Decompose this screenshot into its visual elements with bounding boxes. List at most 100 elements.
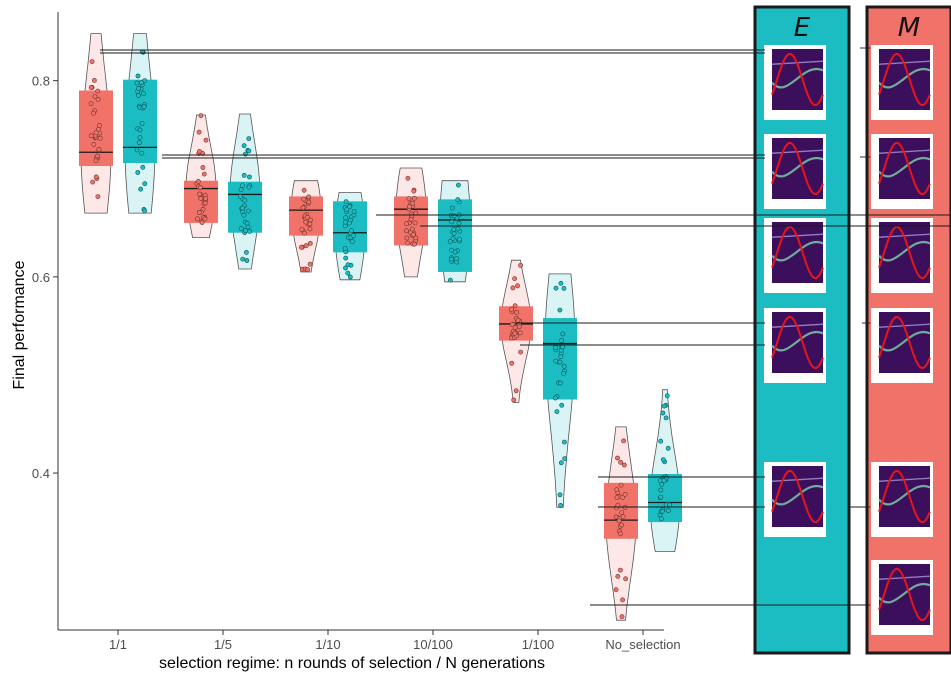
data-point xyxy=(300,205,306,211)
data-point xyxy=(447,277,453,283)
data-point xyxy=(615,574,621,579)
data-point xyxy=(241,172,247,178)
data-point xyxy=(91,110,96,116)
data-point xyxy=(138,186,144,192)
data-point xyxy=(614,494,620,500)
data-point xyxy=(301,187,307,193)
data-point xyxy=(244,258,250,263)
data-point xyxy=(135,170,141,175)
data-point xyxy=(247,228,253,234)
data-point xyxy=(194,216,200,222)
data-point xyxy=(343,215,348,221)
data-point xyxy=(659,516,664,522)
data-point xyxy=(407,204,412,209)
group-1-1-series-1 xyxy=(79,33,113,214)
group-no-selection-series-1 xyxy=(604,426,638,621)
x-axis-title: selection regime: n rounds of selection … xyxy=(159,655,545,672)
data-point xyxy=(404,221,409,227)
data-point xyxy=(243,228,248,234)
data-point xyxy=(238,226,244,232)
data-point xyxy=(196,210,202,215)
data-point xyxy=(198,113,204,118)
data-point xyxy=(411,195,417,201)
data-point xyxy=(95,96,101,102)
data-point xyxy=(307,240,313,246)
thumbnail-band xyxy=(771,156,824,178)
data-point xyxy=(618,459,623,465)
data-point xyxy=(136,140,142,145)
data-point xyxy=(558,502,563,508)
data-point xyxy=(136,85,141,91)
data-point xyxy=(412,220,418,226)
data-point xyxy=(664,393,670,399)
data-point xyxy=(92,78,97,83)
group-1-5-series-1 xyxy=(184,113,218,239)
data-point xyxy=(203,195,209,201)
data-point xyxy=(348,228,354,234)
data-point xyxy=(307,261,313,267)
data-point xyxy=(661,403,667,409)
thumbnail-band xyxy=(878,156,931,178)
data-point xyxy=(246,174,252,180)
data-point xyxy=(142,208,147,214)
data-point xyxy=(619,510,625,515)
data-point xyxy=(552,395,558,401)
thumbnail-target-curve xyxy=(878,470,931,523)
thumbnail xyxy=(764,462,826,537)
data-point xyxy=(347,274,353,280)
data-point xyxy=(663,415,669,421)
data-point xyxy=(455,182,461,188)
data-point xyxy=(614,487,620,493)
data-point xyxy=(512,330,518,336)
data-point xyxy=(243,249,249,255)
x-tick-label: No_selection xyxy=(605,637,680,652)
group-1-100-series-2 xyxy=(543,273,577,508)
thumbnail xyxy=(764,134,826,209)
data-point xyxy=(96,147,102,152)
data-point xyxy=(517,330,523,336)
data-point xyxy=(136,93,141,98)
data-point xyxy=(239,183,245,188)
data-point xyxy=(197,191,202,197)
data-point xyxy=(198,195,204,201)
data-point xyxy=(516,324,522,330)
plot-area xyxy=(79,33,682,621)
data-point xyxy=(411,188,417,194)
data-point xyxy=(619,522,624,528)
thumbnail-target-curve xyxy=(878,53,931,106)
data-point xyxy=(347,204,353,210)
y-axis-title: Final performance xyxy=(11,260,28,389)
data-point xyxy=(237,193,243,199)
x-tick-label: 1/1 xyxy=(109,637,127,652)
data-point xyxy=(622,491,628,497)
data-point xyxy=(410,200,415,206)
thumbnail xyxy=(764,308,826,383)
data-point xyxy=(518,349,523,355)
thumbnail-target-curve xyxy=(771,53,824,106)
data-point xyxy=(345,262,351,268)
data-point xyxy=(137,134,143,140)
data-point xyxy=(658,438,664,444)
data-point xyxy=(557,307,563,313)
y-tick-label: 0.4 xyxy=(32,466,50,481)
group-1-5-series-2 xyxy=(228,113,262,270)
data-point xyxy=(343,199,349,204)
x-tick-label: 10/100 xyxy=(413,637,453,652)
data-point xyxy=(405,175,411,181)
data-point xyxy=(562,456,568,461)
data-point xyxy=(553,285,559,291)
data-point xyxy=(615,455,620,461)
data-point xyxy=(91,141,97,147)
data-point xyxy=(451,213,457,219)
data-point xyxy=(343,265,348,271)
data-point xyxy=(561,363,567,369)
data-point xyxy=(245,224,251,230)
thumbnail-target-curve xyxy=(771,142,824,195)
data-point xyxy=(141,91,146,97)
data-point xyxy=(557,380,563,386)
data-point xyxy=(88,85,94,90)
data-point xyxy=(661,478,667,484)
data-point xyxy=(95,153,101,159)
x-tick-label: 1/5 xyxy=(214,637,232,652)
